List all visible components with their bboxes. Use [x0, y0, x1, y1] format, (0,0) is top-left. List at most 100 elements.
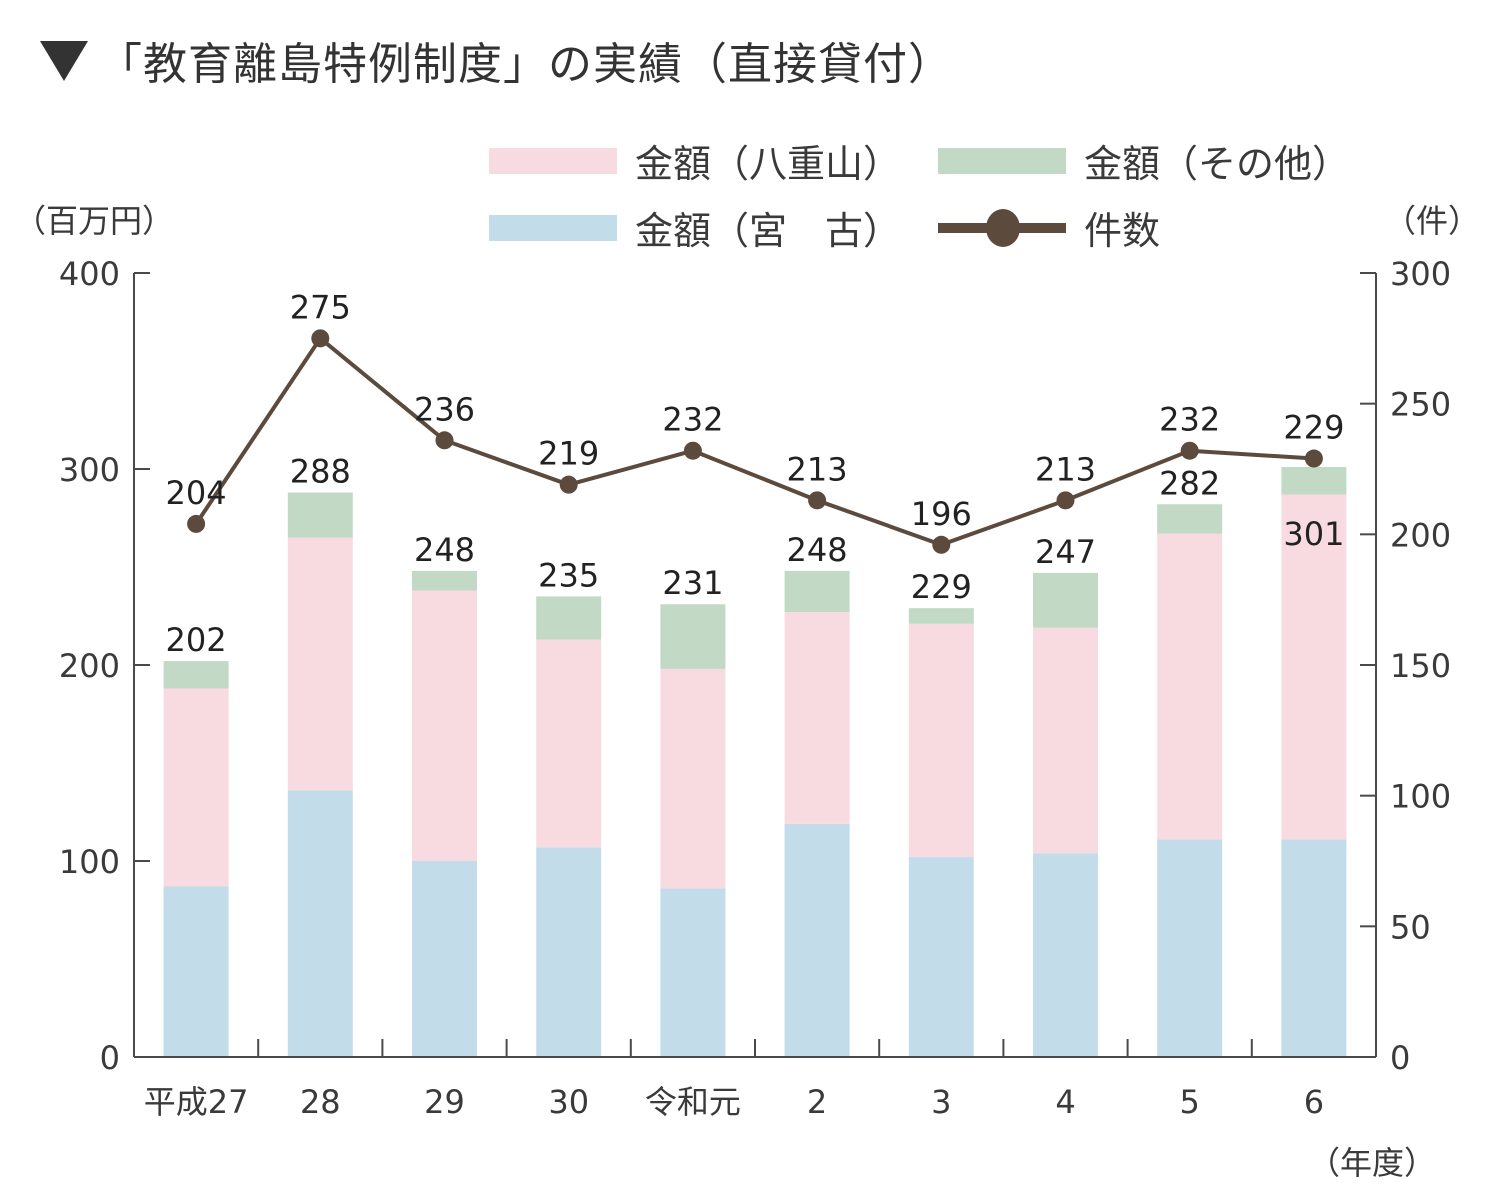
bar-segment-other: [784, 570, 850, 613]
bar-segment-miyako: [660, 888, 726, 1057]
bar-segment-miyako: [1033, 853, 1098, 1057]
bar-segment-yaeyama: [1281, 494, 1347, 840]
bar-segment-miyako: [412, 861, 477, 1057]
bar-segment-other: [660, 604, 726, 669]
count-marker: [187, 514, 206, 533]
chart-title: 「教育離島特例制度」の実績（直接貸付）: [40, 28, 953, 92]
bar-segment-yaeyama: [1157, 533, 1223, 840]
legend-swatch-miyako: [489, 214, 617, 241]
left-axis-tick-label: 400: [59, 255, 120, 293]
right-axis-tick-label: 200: [1390, 516, 1451, 554]
bar-segment-yaeyama: [412, 590, 477, 861]
bar-segment-yaeyama: [1033, 627, 1098, 854]
x-axis-tick-label: 6: [1304, 1083, 1324, 1121]
left-axis-tick-label: 100: [59, 843, 120, 881]
x-axis-tick-label: 30: [548, 1083, 589, 1121]
count-marker: [683, 441, 702, 460]
count-marker: [1180, 441, 1199, 460]
count-label: 275: [290, 288, 351, 326]
bar-total-label: 231: [662, 564, 723, 602]
count-marker: [435, 431, 454, 450]
bar-segment-other: [1157, 504, 1223, 534]
chart-title-text: 「教育離島特例制度」の実績（直接貸付）: [98, 39, 953, 90]
count-label: 232: [1159, 401, 1220, 439]
bar-total-label: 235: [538, 556, 599, 594]
bar-segment-other: [1033, 572, 1098, 628]
count-label: 229: [1283, 409, 1344, 447]
legend-label-other: 金額（その他）: [1084, 142, 1351, 186]
bar-total-label: 247: [1035, 533, 1096, 571]
left-axis-tick-label: 200: [59, 647, 120, 685]
bar-segment-other: [163, 661, 229, 689]
bar-segment-other: [908, 608, 974, 624]
right-axis-tick-label: 100: [1390, 778, 1451, 816]
bar-total-label: 229: [911, 568, 972, 606]
left-axis-tick-label: 0: [100, 1039, 120, 1077]
x-axis-tick-label: 2: [807, 1083, 827, 1121]
bar-total-label: 202: [166, 621, 227, 659]
bar-segment-yaeyama: [163, 688, 229, 887]
x-axis-tick-label: 29: [424, 1083, 465, 1121]
legend-label-miyako: 金額（宮 古）: [635, 209, 902, 253]
right-axis-tick-label: 300: [1390, 255, 1451, 293]
count-marker: [808, 491, 827, 510]
legend-item-yaeyama: 金額（八重山）: [489, 133, 901, 188]
right-axis-tick-label: 250: [1390, 386, 1451, 424]
count-label: 204: [166, 474, 227, 512]
count-label: 232: [662, 401, 723, 439]
bar-segment-miyako: [908, 857, 974, 1057]
legend-label-count: 件数: [1084, 209, 1161, 253]
x-axis-unit: （年度）: [1308, 1144, 1437, 1182]
count-label: 213: [1035, 450, 1096, 488]
right-axis-tick-label: 150: [1390, 647, 1451, 685]
count-marker: [932, 535, 951, 554]
x-axis-tick-label: 5: [1180, 1083, 1200, 1121]
bar-segment-miyako: [163, 886, 229, 1057]
count-label: 219: [538, 435, 599, 473]
bar-total-label: 301: [1283, 515, 1344, 553]
bar-segment-miyako: [1281, 839, 1347, 1057]
count-line: [194, 336, 1315, 547]
bar-total-label: 248: [787, 531, 848, 569]
count-marker: [559, 475, 578, 494]
x-axis-tick-label: 平成27: [144, 1083, 249, 1121]
count-label: 236: [414, 390, 475, 428]
bar-segment-other: [287, 492, 353, 538]
bar-segment-yaeyama: [287, 537, 353, 791]
triangle-down-icon: [40, 41, 88, 81]
bar-segment-yaeyama: [660, 668, 726, 889]
legend-line-marker-icon: [938, 208, 1066, 248]
left-axis-unit: （百万円）: [14, 202, 175, 240]
legend-label-yaeyama: 金額（八重山）: [635, 142, 902, 186]
count-marker: [311, 329, 330, 348]
count-marker: [1304, 449, 1323, 468]
x-axis-tick-label: 3: [931, 1083, 951, 1121]
count-label: 196: [911, 495, 972, 533]
bar-total-label: 248: [414, 531, 475, 569]
bar-segment-other: [412, 570, 477, 591]
bar-segment-other: [536, 596, 602, 640]
count-marker: [1056, 491, 1075, 510]
x-axis-tick-label: 28: [300, 1083, 341, 1121]
right-axis-tick-label: 0: [1390, 1039, 1410, 1077]
bar-segment-miyako: [536, 847, 602, 1057]
bar-total-label: 282: [1159, 464, 1220, 502]
bar-segment-miyako: [1157, 839, 1223, 1057]
right-axis-tick-label: 50: [1390, 908, 1431, 946]
bar-segment-miyako: [287, 790, 353, 1057]
legend-item-count: 件数: [938, 200, 1160, 255]
legend-swatch-other: [938, 147, 1066, 174]
count-label: 213: [787, 450, 848, 488]
bar-total-label: 288: [290, 453, 351, 491]
right-axis-unit: （件）: [1384, 202, 1481, 240]
bar-segment-yaeyama: [908, 623, 974, 858]
bar-segment-miyako: [784, 823, 850, 1057]
bar-segment-yaeyama: [784, 612, 850, 824]
bar-segment-yaeyama: [536, 639, 602, 848]
legend-item-miyako: 金額（宮 古）: [489, 200, 901, 255]
x-axis-tick-label: 令和元: [645, 1083, 741, 1121]
x-axis-tick-label: 4: [1055, 1083, 1075, 1121]
left-axis-tick-label: 300: [59, 451, 120, 489]
legend-swatch-yaeyama: [489, 147, 617, 174]
